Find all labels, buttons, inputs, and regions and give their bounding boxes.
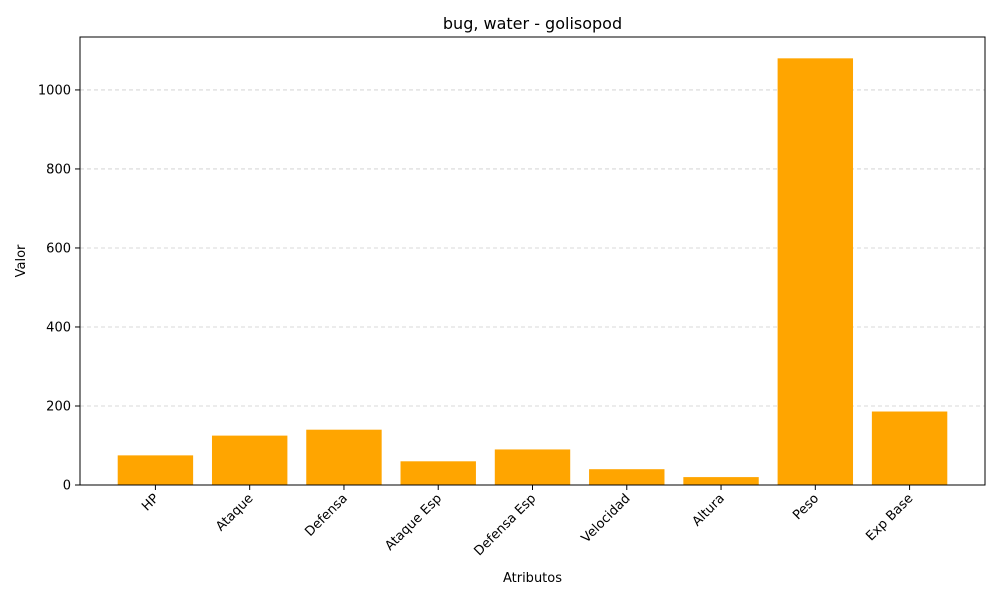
- x-tick-label: Defensa: [302, 491, 350, 539]
- bar-velocidad: [589, 469, 665, 485]
- y-tick-label: 800: [46, 162, 71, 177]
- x-tick-label: Ataque Esp: [382, 491, 445, 554]
- x-axis-label: Atributos: [503, 571, 562, 586]
- chart-title: bug, water - golisopod: [443, 14, 622, 33]
- x-tick-label: Altura: [690, 491, 728, 529]
- x-tick-label: Exp Base: [863, 491, 916, 544]
- y-tick-label: 200: [46, 399, 71, 414]
- bars: [117, 58, 948, 485]
- y-tick-label: 0: [63, 479, 71, 494]
- bar-ataque-esp: [400, 461, 476, 485]
- bar-altura: [683, 477, 759, 485]
- y-tick-label: 1000: [38, 83, 71, 98]
- bar-peso: [777, 58, 854, 485]
- x-tick-label: Velocidad: [579, 491, 634, 546]
- x-tick-label: Defensa Esp: [471, 491, 539, 559]
- y-axis-ticks: 0 200 400 600 800 1000: [38, 83, 80, 494]
- bar-defensa: [306, 429, 382, 485]
- x-tick-label: HP: [139, 491, 162, 514]
- bar-ataque: [211, 435, 288, 485]
- grid-lines: [80, 89, 985, 407]
- bar-defensa-esp: [494, 449, 571, 485]
- bar-hp: [117, 455, 194, 485]
- x-tick-label: Ataque: [213, 491, 256, 534]
- y-tick-label: 400: [46, 320, 71, 335]
- bar-exp-base: [871, 411, 948, 485]
- y-axis-label: Valor: [14, 244, 29, 277]
- x-tick-label: Peso: [790, 491, 822, 523]
- y-tick-label: 600: [46, 241, 71, 256]
- x-axis-ticks: HP Ataque Defensa Ataque Esp Defensa Esp Velo…: [139, 485, 916, 559]
